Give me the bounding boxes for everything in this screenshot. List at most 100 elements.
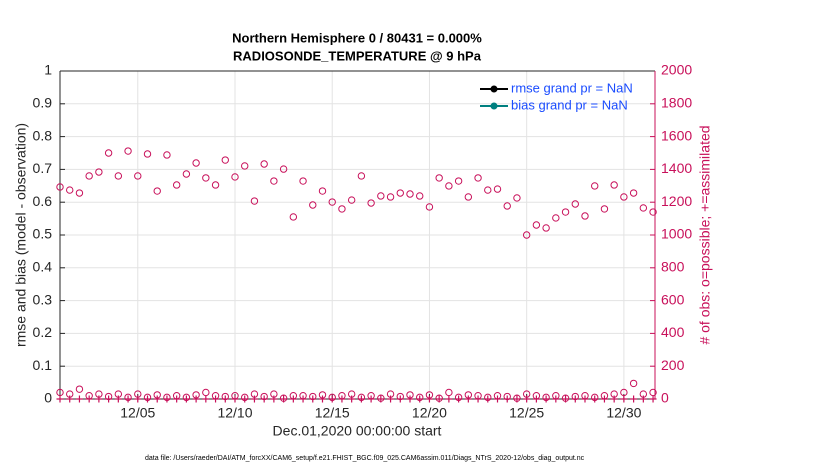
obs-possible-marker (347, 196, 356, 204)
obs-possible-marker (416, 192, 424, 200)
obs-assimilated-marker (124, 395, 132, 403)
obs-possible-marker (629, 189, 638, 197)
obs-assimilated-marker (503, 395, 511, 403)
obs-possible-marker (231, 173, 239, 181)
obs-assimilated-marker (377, 395, 385, 403)
obs-possible-marker (571, 200, 579, 208)
obs-possible-marker (513, 194, 521, 202)
obs-assimilated-marker (163, 395, 171, 403)
obs-possible-marker (542, 224, 550, 232)
obs-possible-marker (649, 208, 657, 216)
obs-assimilated-marker (406, 395, 414, 403)
obs-assimilated-marker (416, 395, 424, 403)
obs-assimilated-marker (523, 395, 531, 403)
obs-assimilated-marker (435, 395, 443, 403)
obs-assimilated-marker (571, 395, 579, 403)
obs-possible-marker (85, 172, 93, 180)
obs-assimilated-marker (85, 395, 93, 403)
y2-tick-label: 1200 (661, 193, 692, 209)
y2-tick-label: 0 (661, 390, 669, 406)
legend-label: rmse grand pr = NaN (511, 80, 633, 95)
y2-tick-label: 1000 (661, 226, 692, 242)
y-tick-label: 0.2 (33, 324, 53, 340)
y2-tick-label: 1400 (661, 160, 692, 176)
obs-assimilated-marker (562, 395, 570, 403)
obs-assimilated-marker (494, 395, 501, 403)
y2-tick-label: 800 (661, 259, 685, 275)
obs-assimilated-marker (455, 395, 463, 403)
obs-possible-marker (522, 231, 531, 239)
y2-tick-label: 200 (661, 357, 685, 373)
obs-assimilated-marker (338, 395, 346, 403)
obs-possible-marker (338, 205, 346, 213)
obs-assimilated-marker (231, 395, 239, 403)
obs-possible-marker (241, 162, 249, 170)
obs-assimilated-marker (153, 395, 161, 403)
obs-assimilated-marker (299, 395, 307, 403)
obs-possible-marker (639, 204, 648, 212)
obs-assimilated-marker (639, 395, 647, 403)
x-tick-label: 12/25 (509, 405, 544, 421)
obs-possible-marker (474, 174, 482, 182)
obs-assimilated-marker (212, 395, 220, 403)
obs-assimilated-marker (367, 395, 375, 403)
obs-possible-marker (114, 172, 123, 180)
obs-possible-marker (591, 182, 599, 190)
obs-possible-marker (493, 185, 502, 193)
obs-possible-marker (172, 181, 181, 189)
obs-possible-marker (153, 187, 161, 195)
obs-possible-marker (143, 150, 152, 158)
x-axis-label: Dec.01,2020 00:00:00 start (273, 423, 442, 439)
y-tick-label: 0.8 (33, 127, 53, 143)
obs-assimilated-marker (620, 395, 628, 403)
legend-marker (490, 102, 498, 110)
y2-tick-label: 1600 (661, 127, 692, 143)
obs-possible-marker (182, 170, 191, 178)
obs-assimilated-marker (445, 395, 453, 403)
obs-assimilated-marker (532, 395, 540, 403)
y2-tick-label: 1800 (661, 95, 692, 111)
obs-assimilated-marker (221, 395, 229, 403)
obs-possible-marker (75, 385, 84, 393)
obs-assimilated-marker (464, 395, 472, 403)
obs-assimilated-marker (484, 395, 492, 403)
obs-assimilated-marker (396, 395, 404, 403)
obs-assimilated-marker (610, 395, 618, 403)
y-tick-label: 0 (44, 390, 52, 406)
obs-possible-marker (75, 189, 84, 197)
obs-assimilated-marker (552, 395, 560, 403)
obs-possible-marker (484, 186, 492, 194)
obs-assimilated-marker (202, 395, 210, 403)
obs-assimilated-marker (260, 395, 268, 403)
x-tick-label: 12/10 (217, 405, 252, 421)
obs-possible-marker (396, 189, 404, 197)
obs-assimilated-marker (357, 395, 365, 403)
obs-possible-marker (503, 202, 511, 210)
y2-tick-label: 600 (661, 291, 685, 307)
obs-assimilated-marker (192, 395, 200, 403)
obs-possible-marker (367, 199, 375, 207)
obs-possible-marker (289, 213, 298, 221)
x-tick-label: 12/30 (606, 405, 641, 421)
obs-assimilated-marker (630, 395, 638, 403)
obs-possible-marker (95, 168, 103, 176)
obs-possible-marker (561, 208, 570, 216)
obs-possible-marker (610, 181, 618, 189)
obs-possible-marker (445, 182, 453, 190)
obs-possible-marker (581, 212, 589, 220)
x-tick-label: 12/20 (412, 405, 447, 421)
obs-assimilated-marker (280, 395, 288, 403)
obs-possible-marker (386, 193, 395, 201)
obs-possible-marker (163, 151, 171, 159)
obs-assimilated-marker (56, 395, 64, 403)
legend-label: bias grand pr = NaN (511, 97, 628, 112)
obs-assimilated-marker (105, 395, 113, 403)
chart-subtitle: RADIOSONDE_TEMPERATURE @ 9 hPa (233, 48, 482, 63)
obs-assimilated-marker (75, 395, 83, 403)
y-axis-label: rmse and bias (model - observation) (13, 123, 29, 347)
obs-possible-marker (328, 198, 336, 206)
obs-possible-marker (629, 379, 638, 388)
obs-possible-marker (221, 156, 229, 164)
obs-assimilated-marker (328, 395, 336, 403)
obs-possible-marker (134, 172, 142, 180)
